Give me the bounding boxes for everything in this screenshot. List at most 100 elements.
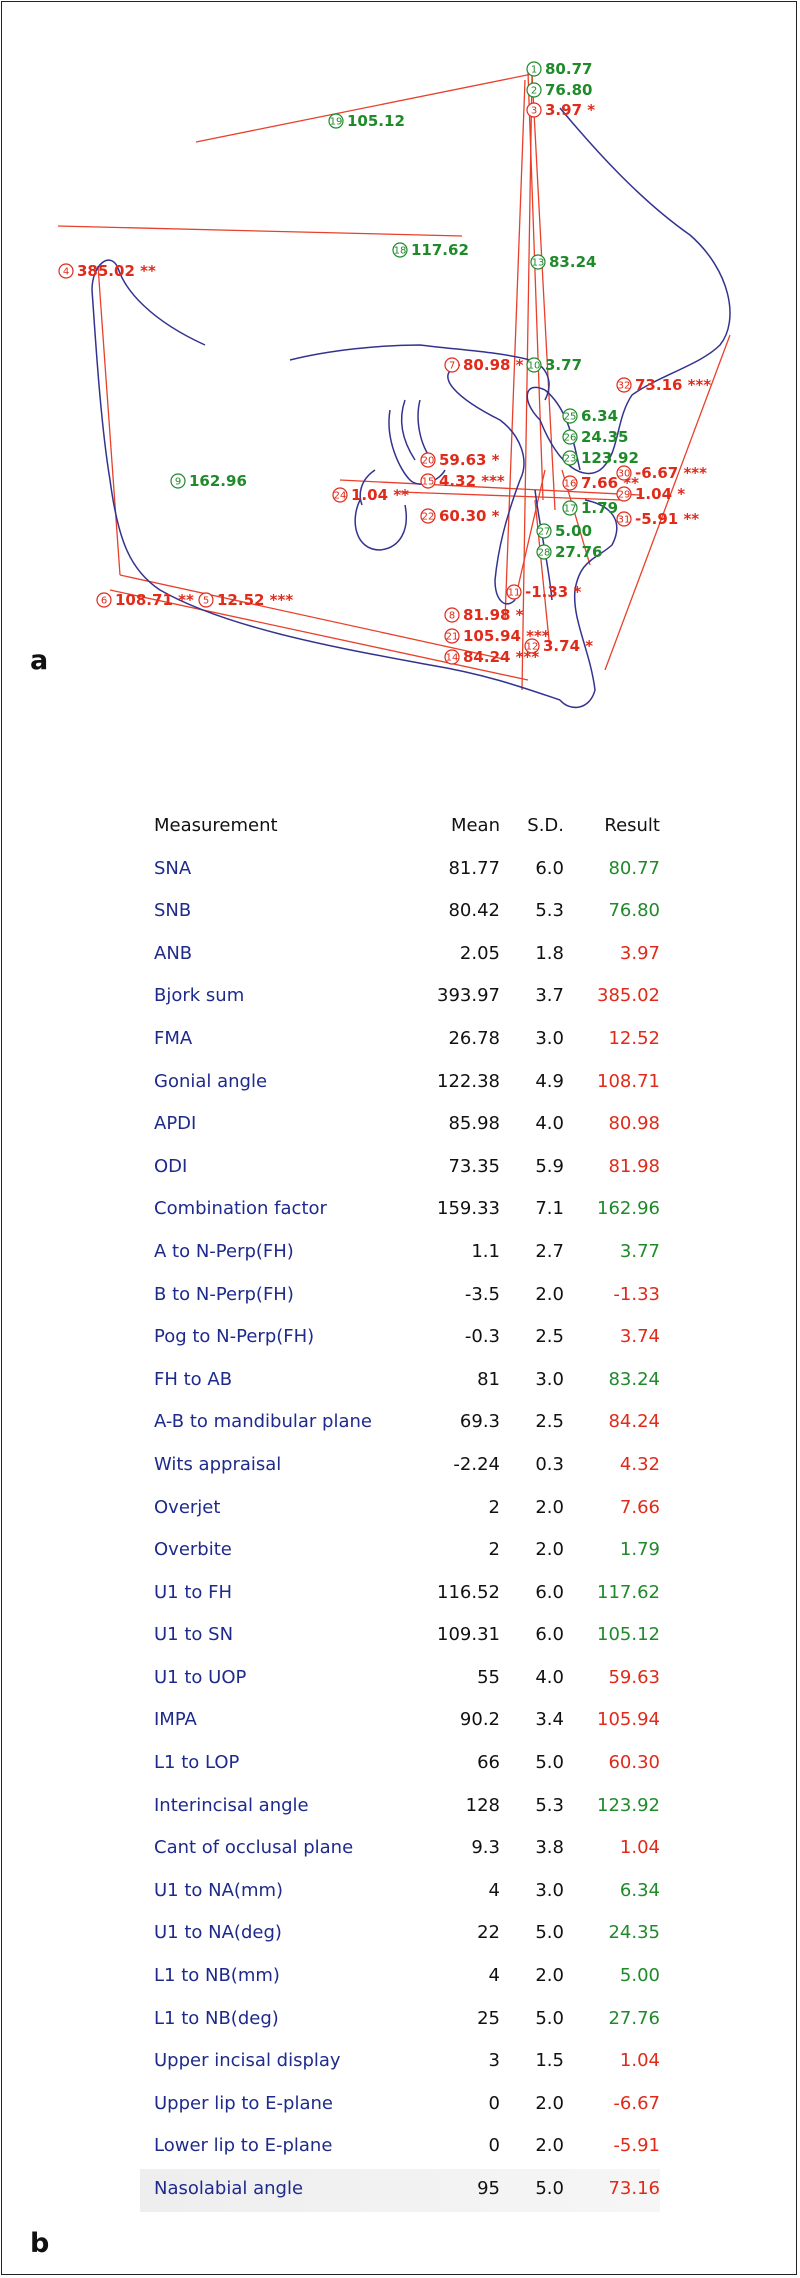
measurement-name: A to N-Perp(FH) — [154, 1240, 294, 1262]
annotation-value: 83.24 — [549, 253, 596, 271]
sd-value: 5.9 — [535, 1155, 564, 1177]
measurement-name: U1 to FH — [154, 1581, 233, 1603]
annotation-number: 14 — [446, 653, 459, 664]
annotation-number: 27 — [538, 527, 551, 538]
annotation-marker — [198, 592, 214, 608]
sd-value: 3.0 — [535, 1368, 564, 1390]
result-value: 108.71 — [597, 1070, 660, 1092]
annotation-value: 3.74 * — [543, 637, 593, 655]
measurement-name: IMPA — [154, 1709, 197, 1731]
table-row: FH to AB 81 3.0 83.24 — [140, 1360, 660, 1403]
mean-value: 159.33 — [437, 1198, 500, 1220]
measurement-name: Overbite — [154, 1539, 232, 1561]
sd-value: 3.0 — [535, 1027, 564, 1049]
annotation-marker — [562, 475, 578, 491]
mean-value: 1.1 — [471, 1240, 500, 1262]
annotation-marker — [616, 465, 632, 481]
annotation-value: 60.30 * — [439, 507, 500, 525]
table-row: APDI 85.98 4.0 80.98 — [140, 1104, 660, 1147]
table-row: U1 to NA(deg) 22 5.0 24.35 — [140, 1913, 660, 1956]
mean-value: 4 — [488, 1879, 500, 1901]
measurement-name: Combination factor — [154, 1198, 327, 1220]
measurement-name: U1 to SN — [154, 1624, 234, 1646]
mean-value: 80.42 — [448, 900, 500, 922]
table-row: Cant of occlusal plane 9.3 3.8 1.04 — [140, 1828, 660, 1871]
sd-value: 3.4 — [535, 1709, 564, 1731]
annotation-26: 26 24.35 — [562, 428, 628, 446]
sd-value: 2.0 — [535, 1283, 564, 1305]
result-value: 24.35 — [608, 1922, 660, 1944]
measurement-name: Upper lip to E-plane — [154, 2092, 333, 2114]
result-value: 83.24 — [608, 1368, 660, 1390]
mean-value: 128 — [465, 1794, 500, 1816]
annotation-marker — [526, 61, 542, 77]
annotation-31: 31 -5.91 ** — [616, 510, 699, 528]
annotation-number: 1 — [531, 65, 537, 76]
table-row: Overbite 2 2.0 1.79 — [140, 1530, 660, 1573]
table-row: Wits appraisal -2.24 0.3 4.32 — [140, 1445, 660, 1488]
sd-value: 5.0 — [535, 1922, 564, 1944]
measurement-name: Lower lip to E-plane — [154, 2135, 333, 2157]
annotation-marker — [524, 638, 540, 654]
annotation-marker — [444, 607, 460, 623]
annotation-number: 29 — [618, 490, 631, 501]
result-value: 3.97 — [619, 942, 660, 964]
annotation-number: 17 — [564, 504, 577, 515]
result-value: 1.04 — [619, 2050, 660, 2072]
annotation-value: -1.33 * — [525, 583, 581, 601]
mean-value: 95 — [477, 2178, 500, 2199]
annotation-value: 73.16 *** — [635, 376, 711, 394]
annotation-marker — [420, 508, 436, 524]
table-row: ANB 2.05 1.8 3.97 — [140, 934, 660, 977]
mean-value: -0.3 — [464, 1326, 500, 1348]
annotation-number: 19 — [330, 117, 343, 128]
measurement-name: SNB — [154, 900, 192, 922]
annotation-marker — [444, 357, 460, 373]
annotation-number: 16 — [564, 479, 577, 490]
annotation-value: -6.67 *** — [635, 464, 707, 482]
annotation-value: 27.76 — [555, 543, 602, 561]
table-row: L1 to LOP 66 5.0 60.30 — [140, 1743, 660, 1786]
mean-value: -2.24 — [453, 1453, 500, 1475]
table-row: Overjet 2 2.0 7.66 — [140, 1488, 660, 1531]
measurement-name: Nasolabial angle — [154, 2178, 304, 2199]
sd-value: 2.5 — [535, 1411, 564, 1433]
result-value: -5.91 — [613, 2135, 660, 2157]
result-value: 80.77 — [608, 857, 660, 879]
annotation-30: 30 -6.67 *** — [616, 464, 707, 482]
result-value: 3.74 — [619, 1326, 660, 1348]
annotation-number: 3 — [531, 106, 537, 117]
annotation-value: 12.52 *** — [217, 591, 293, 609]
sd-value: 5.0 — [535, 1752, 564, 1774]
table-row: U1 to NA(mm) 4 3.0 6.34 — [140, 1871, 660, 1914]
mean-value: 122.38 — [437, 1070, 500, 1092]
result-value: 105.12 — [597, 1624, 660, 1646]
annotation-value: 6.34 — [581, 407, 618, 425]
annotation-number: 9 — [175, 477, 181, 488]
annotation-27: 27 5.00 — [536, 522, 592, 540]
table-row: A to N-Perp(FH) 1.1 2.7 3.77 — [140, 1232, 660, 1275]
result-value: 385.02 — [597, 985, 660, 1007]
annotation-18: 18 117.62 — [392, 241, 469, 259]
annotation-14: 14 84.24 *** — [444, 648, 539, 666]
sd-value: 6.0 — [535, 857, 564, 879]
table-row: Upper lip to E-plane 0 2.0 -6.67 — [140, 2084, 660, 2127]
annotation-number: 21 — [446, 632, 459, 643]
annotation-32: 32 73.16 *** — [616, 376, 711, 394]
mean-value: 393.97 — [437, 985, 500, 1007]
result-value: 117.62 — [597, 1581, 660, 1603]
annotation-10: 10 3.77 — [526, 356, 582, 374]
measurement-name: U1 to NA(deg) — [154, 1922, 282, 1944]
table-row: SNB 80.42 5.3 76.80 — [140, 891, 660, 934]
annotation-value: 80.98 * — [463, 356, 524, 374]
table-row: Gonial angle 122.38 4.9 108.71 — [140, 1062, 660, 1105]
result-value: 76.80 — [608, 900, 660, 922]
annotation-23: 23 123.92 — [562, 449, 639, 467]
annotation-6: 6 108.71 ** — [96, 591, 194, 609]
result-value: 1.79 — [619, 1539, 660, 1561]
sd-value: 5.3 — [535, 900, 564, 922]
mean-value: 81.77 — [448, 857, 500, 879]
annotation-number: 22 — [422, 512, 435, 523]
annotation-value: 123.92 — [581, 449, 639, 467]
